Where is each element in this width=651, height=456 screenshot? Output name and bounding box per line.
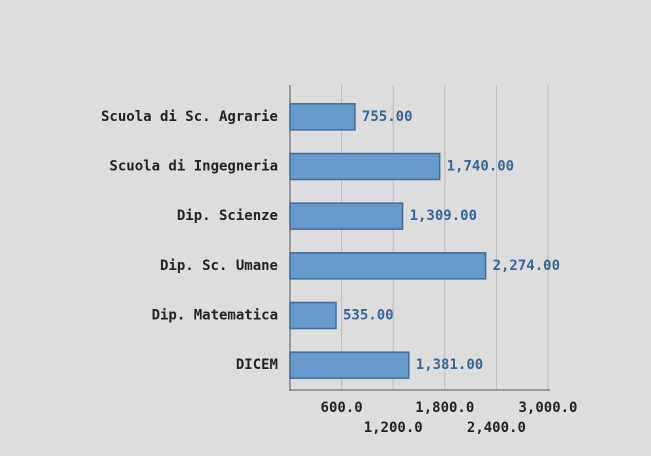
bar bbox=[289, 252, 487, 280]
y-tick-label: Dip. Scienze bbox=[177, 208, 278, 224]
bar bbox=[289, 301, 337, 330]
bar bbox=[289, 351, 410, 379]
x-tick-label: 600.0 bbox=[321, 400, 363, 416]
value-label: 1,309.00 bbox=[410, 208, 477, 224]
x-tick-label: 2,400.0 bbox=[467, 420, 526, 436]
x-tick-label: 1,200.0 bbox=[364, 420, 423, 436]
value-label: 1,381.00 bbox=[416, 357, 483, 373]
bar bbox=[289, 202, 404, 230]
y-tick-label: Dip. Matematica bbox=[152, 308, 278, 324]
value-label: 1,740.00 bbox=[447, 159, 514, 175]
y-tick-label: Dip. Sc. Umane bbox=[160, 258, 278, 274]
y-tick-label: DICEM bbox=[236, 357, 278, 373]
bar bbox=[289, 103, 356, 131]
value-label: 2,274.00 bbox=[493, 258, 560, 274]
y-tick-label: Scuola di Ingegneria bbox=[109, 159, 278, 175]
bar bbox=[289, 152, 441, 181]
y-tick-label: Scuola di Sc. Agrarie bbox=[101, 109, 278, 125]
value-label: 755.00 bbox=[362, 109, 413, 125]
x-tick-label: 3,000.0 bbox=[518, 400, 577, 416]
value-label: 535.00 bbox=[343, 308, 394, 324]
x-tick-label: 1,800.0 bbox=[415, 400, 474, 416]
